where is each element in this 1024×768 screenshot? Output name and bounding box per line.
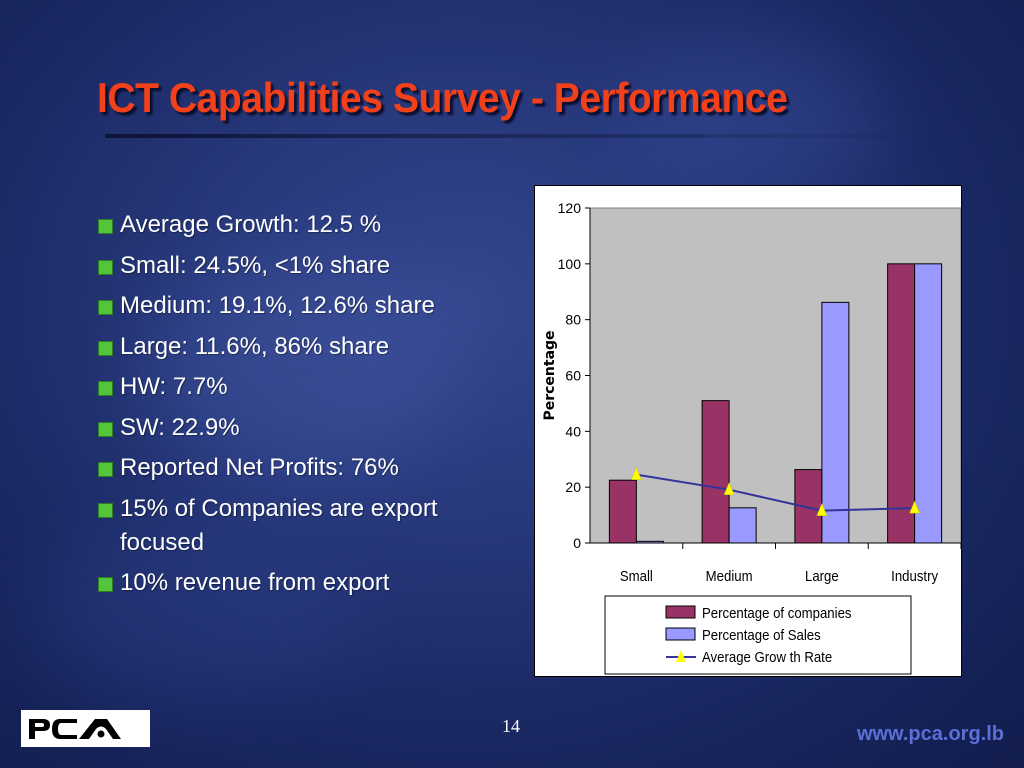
bullet-item: Small: 24.5%, <1% share xyxy=(96,249,516,283)
bar-companies xyxy=(701,400,730,544)
bar-sales xyxy=(821,301,850,544)
chart-panel: 0 20 40 60 80 100 120 Percentage Small Medium Larg… xyxy=(534,185,962,677)
y-tick-label: 60 xyxy=(565,368,581,384)
bullet-text: Medium: 19.1%, 12.6% share xyxy=(120,292,435,319)
growth-rate-marker xyxy=(909,500,920,514)
x-tick-label: Industry xyxy=(891,567,939,584)
bullet-square-icon xyxy=(98,381,113,396)
title-underline xyxy=(105,134,895,138)
bullet-text: Reported Net Profits: 76% xyxy=(120,454,399,481)
bullet-square-icon xyxy=(98,219,113,234)
bullet-item: HW: 7.7% xyxy=(96,370,516,404)
y-tick-label: 100 xyxy=(558,256,582,272)
bullet-text: Average Growth: 12.5 % xyxy=(120,211,382,238)
x-tick-label: Medium xyxy=(706,567,753,584)
bullet-item: Reported Net Profits: 76% xyxy=(96,451,516,485)
bullet-square-icon xyxy=(98,577,113,592)
bullet-text: SW: 22.9% xyxy=(120,413,240,441)
bullet-item: SW: 22.9% xyxy=(96,411,516,445)
bar-sales xyxy=(635,540,664,544)
legend-box xyxy=(604,595,912,675)
bar-sales xyxy=(728,507,757,544)
bullet-item: 10% revenue from export xyxy=(96,566,516,600)
bullet-square-icon xyxy=(98,340,113,356)
pca-logo-mark xyxy=(29,719,121,739)
pca-logo xyxy=(21,710,150,747)
legend-swatch xyxy=(665,605,696,619)
bullet-square-icon xyxy=(98,421,113,437)
legend-label: Percentage of Sales xyxy=(702,626,821,643)
bullet-square-icon xyxy=(98,502,113,518)
bullet-text: 15% of Companies are export focused xyxy=(120,494,438,556)
bullet-list: Average Growth: 12.5 % Small: 24.5%, <1%… xyxy=(96,208,516,607)
bullet-text: 10% revenue from export xyxy=(120,569,390,596)
legend-swatch xyxy=(665,627,696,641)
bullet-square-icon xyxy=(98,259,113,275)
legend-marker xyxy=(676,650,686,662)
bullet-item: 15% of Companies are export focused xyxy=(96,492,516,560)
bar-line-chart: 0 20 40 60 80 100 120 Percentage Small Medium Larg… xyxy=(542,200,961,675)
bullet-item: Average Growth: 12.5 % xyxy=(96,208,516,242)
bar-sales xyxy=(914,263,943,544)
growth-rate-line xyxy=(636,473,915,512)
bullet-text: Small: 24.5%, <1% share xyxy=(120,251,391,279)
growth-rate-marker xyxy=(631,466,642,480)
growth-rate-marker xyxy=(816,502,828,516)
growth-rate-marker xyxy=(723,482,735,495)
x-tick-label: Small xyxy=(620,567,653,584)
bullet-item: Large: 11.6%, 86% share xyxy=(96,330,516,364)
legend-label: Average Grow th Rate xyxy=(702,648,832,665)
website-link[interactable]: www.pca.org.lb xyxy=(856,723,1004,745)
bullet-text: Large: 11.6%, 86% share xyxy=(120,332,390,360)
bar-companies xyxy=(887,263,916,544)
page-number: 14 xyxy=(502,716,520,736)
y-tick-label: 120 xyxy=(558,200,582,216)
bar-companies xyxy=(608,479,637,544)
y-tick-label: 0 xyxy=(573,535,581,551)
bullet-text: HW: 7.7% xyxy=(120,373,228,400)
x-tick-label: Large xyxy=(805,567,839,584)
y-tick-label: 20 xyxy=(565,479,581,495)
y-tick-label: 80 xyxy=(565,312,581,328)
y-tick-label: 40 xyxy=(565,423,581,439)
slide-title: ICT Capabilities Survey - Performance xyxy=(97,74,788,121)
bullet-square-icon xyxy=(98,462,113,477)
bullet-item: Medium: 19.1%, 12.6% share xyxy=(96,289,516,323)
bullet-square-icon xyxy=(98,300,113,315)
y-axis-title: Percentage xyxy=(542,330,558,420)
legend-label: Percentage of companies xyxy=(702,604,851,621)
